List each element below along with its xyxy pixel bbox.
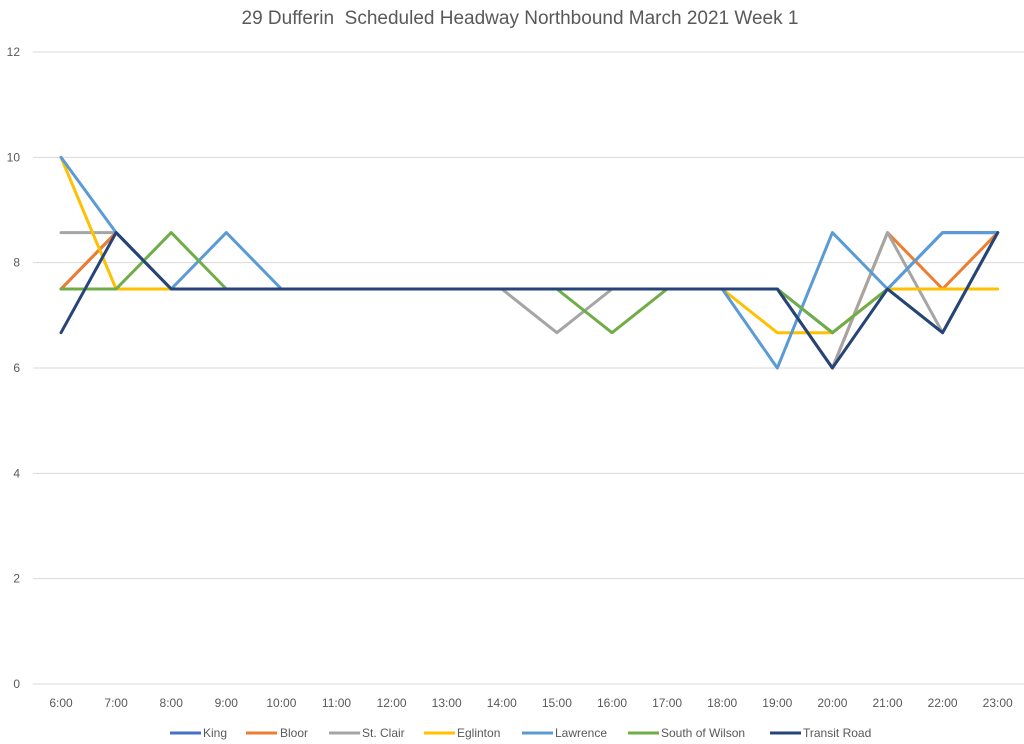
x-tick-label: 14:00 <box>487 696 517 710</box>
series-line-transit-road <box>59 231 1000 370</box>
x-tick-label: 8:00 <box>160 696 184 710</box>
series-lines <box>59 155 1000 370</box>
chart-title: 29 Dufferin Scheduled Headway Northbound… <box>241 8 799 29</box>
x-tick-label: 10:00 <box>266 696 296 710</box>
y-axis-tick-labels: 0 2 4 6 8 10 12 <box>7 45 21 691</box>
y-tick-label: 6 <box>13 361 20 375</box>
x-tick-label: 18:00 <box>707 696 737 710</box>
x-tick-label: 22:00 <box>928 696 958 710</box>
legend: King Bloor St. Clair Eglinton Lawrence South … <box>170 726 871 740</box>
y-tick-label: 2 <box>13 572 20 586</box>
series-line-bloor <box>59 231 1000 370</box>
x-tick-label: 23:00 <box>983 696 1013 710</box>
series-line-st-clair <box>59 231 1000 370</box>
x-tick-label: 16:00 <box>597 696 627 710</box>
x-tick-label: 6:00 <box>49 696 73 710</box>
x-tick-label: 17:00 <box>652 696 682 710</box>
legend-label: Eglinton <box>457 726 500 740</box>
x-tick-label: 9:00 <box>215 696 239 710</box>
legend-item-bloor: Bloor <box>246 726 308 740</box>
legend-item-lawrence: Lawrence <box>522 726 607 740</box>
legend-label: Transit Road <box>803 726 871 740</box>
gridlines <box>33 51 1024 685</box>
legend-item-transit-road: Transit Road <box>770 726 871 740</box>
y-tick-label: 0 <box>13 677 20 691</box>
y-tick-label: 10 <box>7 150 21 164</box>
legend-label: South of Wilson <box>661 726 745 740</box>
legend-item-st-clair: St. Clair <box>329 726 405 740</box>
series-line-south-of-wilson <box>59 231 1000 335</box>
x-tick-label: 19:00 <box>762 696 792 710</box>
x-tick-label: 20:00 <box>817 696 847 710</box>
x-tick-label: 11:00 <box>322 696 351 710</box>
legend-item-south-of-wilson: South of Wilson <box>628 726 745 740</box>
legend-label: Lawrence <box>555 726 607 740</box>
legend-label: Bloor <box>280 726 308 740</box>
x-tick-label: 15:00 <box>542 696 572 710</box>
x-tick-label: 21:00 <box>872 696 902 710</box>
y-tick-label: 8 <box>13 256 20 270</box>
x-axis-tick-labels: 6:00 7:00 8:00 9:00 10:00 11:00 12:00 13:00 14:0… <box>49 696 1013 710</box>
y-tick-label: 4 <box>13 466 20 480</box>
x-tick-label: 12:00 <box>377 696 407 710</box>
legend-label: King <box>203 726 227 740</box>
x-tick-label: 7:00 <box>104 696 128 710</box>
y-tick-label: 12 <box>7 45 21 59</box>
legend-item-king: King <box>170 726 227 740</box>
series-line-king <box>59 231 1000 335</box>
legend-label: St. Clair <box>362 726 405 740</box>
x-tick-label: 13:00 <box>432 696 462 710</box>
legend-item-eglinton: Eglinton <box>424 726 500 740</box>
